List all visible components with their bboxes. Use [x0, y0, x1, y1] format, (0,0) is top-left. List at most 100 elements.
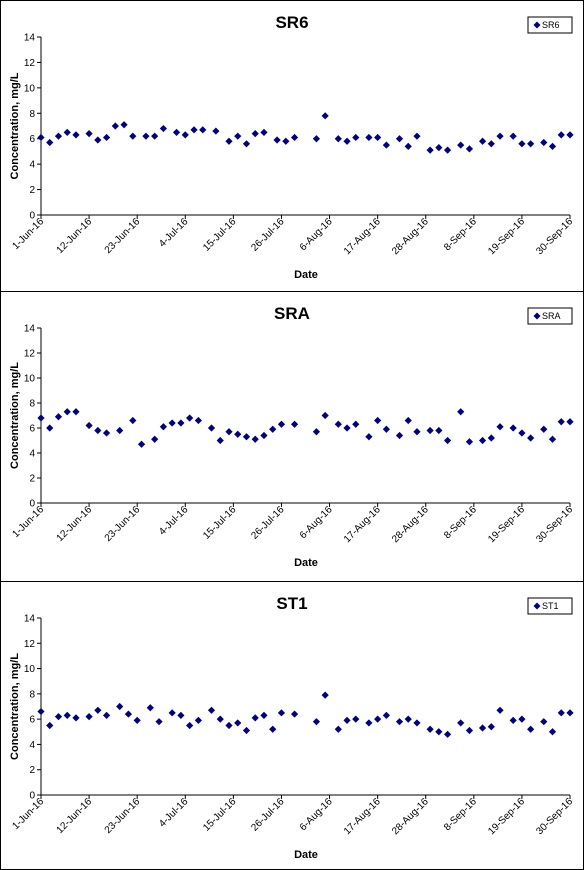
- data-point: [557, 418, 565, 426]
- x-tick-label: 4-Jul-16: [157, 796, 191, 830]
- y-tick-label: 6: [29, 134, 35, 145]
- y-tick-label: 4: [29, 160, 35, 171]
- data-point: [46, 424, 54, 432]
- data-point: [374, 133, 382, 142]
- data-point: [172, 128, 181, 136]
- data-point: [435, 144, 443, 152]
- data-point: [282, 137, 290, 145]
- data-point: [137, 440, 146, 448]
- chart-svg-sra: SRA 0 2 4 6 8 10 12 14 1-Jun-16 12-Jun-16 23-Jun-16…: [9, 304, 575, 569]
- y-tick-label: 2: [29, 765, 35, 776]
- x-tick-label: 12-Jun-16: [55, 796, 95, 836]
- data-point: [352, 715, 360, 723]
- data-point: [496, 706, 504, 714]
- x-tick-label: 26-Jul-16: [249, 216, 287, 254]
- data-point: [63, 408, 71, 416]
- data-point: [443, 436, 452, 445]
- y-tick-label: 14: [24, 614, 36, 625]
- x-tick-label: 30-Sep-16: [534, 216, 575, 257]
- y-tick-label: 0: [29, 499, 35, 510]
- data-point: [234, 430, 242, 438]
- data-point: [142, 132, 150, 140]
- data-point: [116, 426, 124, 435]
- data-point: [133, 716, 141, 725]
- x-tick-label: 8-Sep-16: [442, 504, 479, 541]
- data-point: [478, 137, 487, 145]
- data-point: [146, 704, 154, 712]
- y-tick-label: 10: [24, 374, 36, 385]
- data-point: [413, 132, 421, 140]
- data-point: [54, 132, 63, 140]
- x-tick-label: 6-Aug-16: [298, 796, 335, 833]
- data-point: [168, 419, 176, 427]
- data-point: [365, 719, 373, 727]
- data-point: [334, 135, 342, 143]
- x-tick-label: 26-Jul-16: [249, 504, 287, 542]
- data-point: [527, 140, 535, 148]
- data-point: [260, 128, 268, 136]
- data-point: [365, 133, 373, 142]
- data-point: [496, 132, 504, 140]
- data-point: [290, 420, 299, 428]
- data-point: [37, 414, 45, 422]
- data-point: [435, 426, 443, 435]
- x-axis-label: Date: [294, 269, 318, 281]
- data-point: [234, 132, 242, 140]
- data-point: [46, 721, 54, 730]
- data-point: [343, 716, 351, 725]
- y-tick-label: 0: [29, 211, 35, 222]
- legend-label: SRA: [542, 311, 561, 321]
- data-point: [46, 138, 54, 147]
- data-point: [102, 133, 111, 142]
- data-point: [478, 724, 487, 732]
- data-point: [186, 414, 194, 422]
- data-point: [443, 146, 452, 154]
- legend-box: [527, 307, 573, 325]
- x-tick-label: 6-Aug-16: [298, 216, 335, 253]
- data-point: [457, 408, 465, 416]
- legend-marker: [533, 21, 541, 29]
- x-tick-label: 4-Jul-16: [157, 216, 191, 250]
- x-tick-label: 15-Jul-16: [201, 796, 239, 834]
- data-point: [251, 130, 259, 138]
- data-point: [116, 702, 124, 711]
- data-point: [518, 140, 526, 148]
- y-tick-label: 10: [24, 664, 36, 675]
- legend-box: [527, 16, 573, 34]
- y-tick-label: 10: [24, 83, 36, 94]
- data-point: [194, 716, 202, 725]
- legend-label: SR6: [542, 20, 560, 30]
- data-point: [509, 716, 517, 725]
- data-point: [465, 145, 474, 153]
- data-point: [194, 416, 202, 425]
- x-tick-label: 26-Jul-16: [249, 796, 287, 834]
- data-point: [269, 425, 277, 433]
- data-point: [457, 719, 465, 727]
- x-tick-label: 1-Jun-16: [10, 796, 46, 832]
- x-tick-label: 4-Jul-16: [157, 504, 191, 538]
- data-point: [557, 131, 565, 139]
- data-point: [382, 711, 390, 719]
- data-point: [321, 411, 329, 420]
- data-point: [334, 725, 342, 733]
- x-tick-label: 17-Aug-16: [342, 504, 383, 545]
- data-point: [496, 423, 504, 431]
- y-tick-label: 8: [29, 399, 35, 410]
- data-point: [413, 719, 421, 727]
- data-point: [85, 130, 93, 138]
- x-tick-label: 19-Sep-16: [486, 216, 527, 257]
- data-point: [426, 426, 434, 435]
- x-tick-label: 1-Jun-16: [10, 216, 46, 252]
- data-point: [566, 131, 574, 139]
- chart-panel-st1: ST1 0 2 4 6 8 10 12 14 1-Jun-16 12-Jun-16 23-Jun-16…: [0, 581, 584, 870]
- data-point: [168, 709, 176, 717]
- x-tick-label: 17-Aug-16: [342, 216, 383, 257]
- data-point: [72, 408, 80, 416]
- y-tick-label: 6: [29, 424, 35, 435]
- data-point: [124, 710, 133, 718]
- data-point: [269, 725, 277, 733]
- data-point: [251, 714, 259, 722]
- data-point: [225, 721, 233, 730]
- data-point: [509, 424, 517, 432]
